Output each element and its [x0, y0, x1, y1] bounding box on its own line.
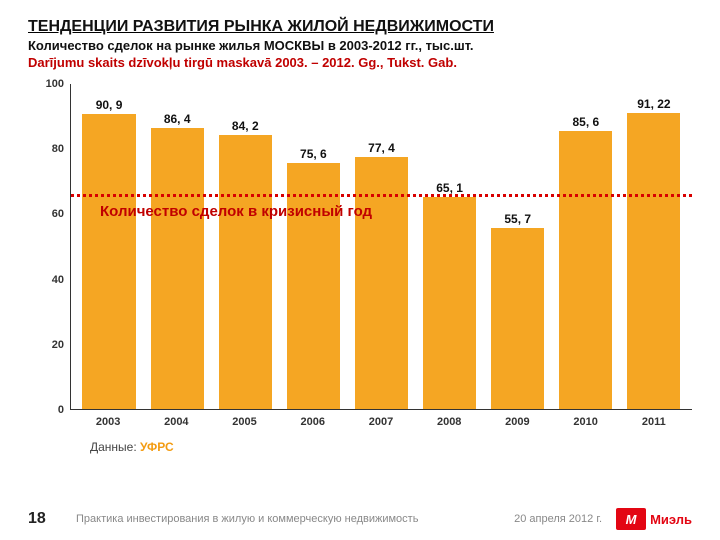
bar-slot: 75, 6 [279, 84, 347, 409]
x-tick: 2003 [74, 410, 142, 434]
bar [559, 131, 612, 409]
footer: 18 Практика инвестирования в жилую и ком… [0, 508, 720, 530]
y-tick: 40 [52, 274, 64, 286]
bar-slot: 84, 2 [211, 84, 279, 409]
bar [219, 135, 272, 409]
bar-chart: 020406080100 90, 986, 484, 275, 677, 465… [28, 84, 692, 434]
bar-slot: 86, 4 [143, 84, 211, 409]
bar-slot: 55, 7 [484, 84, 552, 409]
bar-slot: 85, 6 [552, 84, 620, 409]
slide-subtitle-ru: Количество сделок на рынке жилья МОСКВЫ … [28, 38, 692, 53]
x-tick: 2008 [415, 410, 483, 434]
y-tick: 0 [58, 404, 64, 416]
plot-area: 90, 9 86, 4 84, 2 75, 6 77, 4 65, 1 55, 7 85, 6… [70, 84, 692, 410]
bar [82, 114, 135, 409]
y-tick: 100 [46, 78, 64, 90]
bar-value-label: 55, 7 [504, 212, 531, 226]
bar-value-label: 65, 1 [436, 181, 463, 195]
bar-value-label: 85, 6 [572, 115, 599, 129]
bar [423, 197, 476, 409]
slide: ТЕНДЕНЦИИ РАЗВИТИЯ РЫНКА ЖИЛОЙ НЕДВИЖИМО… [0, 0, 720, 540]
bar [491, 228, 544, 409]
y-tick: 20 [52, 339, 64, 351]
x-tick: 2005 [210, 410, 278, 434]
x-axis: 200320042005200620072008200920102011 [70, 410, 692, 434]
bars-container: 90, 9 86, 4 84, 2 75, 6 77, 4 65, 1 55, 7 85, 6… [71, 84, 692, 409]
y-axis: 020406080100 [28, 84, 68, 410]
footer-date: 20 апреля 2012 г. [514, 513, 602, 525]
x-tick: 2004 [142, 410, 210, 434]
bar-slot: 91, 22 [620, 84, 688, 409]
crisis-annotation-text: Количество сделок в кризисный год [100, 203, 372, 220]
slide-subtitle-lv: Darījumu skaits dzīvokļu tirgū maskavā 2… [28, 55, 692, 70]
bar-value-label: 77, 4 [368, 141, 395, 155]
bar-value-label: 90, 9 [96, 98, 123, 112]
x-tick: 2010 [552, 410, 620, 434]
source-label: Данные: [90, 440, 137, 454]
bar-value-label: 75, 6 [300, 147, 327, 161]
bar-slot: 77, 4 [347, 84, 415, 409]
logo-mark-box: М [616, 508, 646, 530]
x-tick: 2006 [279, 410, 347, 434]
bar-slot: 90, 9 [75, 84, 143, 409]
bar-slot: 65, 1 [416, 84, 484, 409]
page-number: 18 [28, 510, 76, 528]
logo-mark-letter: М [626, 512, 637, 527]
bar [151, 128, 204, 409]
x-tick: 2011 [620, 410, 688, 434]
bar-value-label: 84, 2 [232, 119, 259, 133]
x-tick: 2007 [347, 410, 415, 434]
bar [287, 163, 340, 409]
bar-value-label: 86, 4 [164, 112, 191, 126]
footer-center-text: Практика инвестирования в жилую и коммер… [76, 513, 514, 525]
slide-title: ТЕНДЕНЦИИ РАЗВИТИЯ РЫНКА ЖИЛОЙ НЕДВИЖИМО… [28, 18, 692, 36]
source-value: УФРС [140, 440, 174, 454]
bar [627, 113, 680, 409]
brand-logo: М Миэль [616, 508, 692, 530]
bar-value-label: 91, 22 [637, 97, 670, 111]
data-source: Данные: УФРС [90, 440, 692, 454]
x-tick: 2009 [483, 410, 551, 434]
crisis-reference-line [71, 194, 692, 197]
y-tick: 80 [52, 143, 64, 155]
logo-text: Миэль [650, 512, 692, 527]
y-tick: 60 [52, 208, 64, 220]
